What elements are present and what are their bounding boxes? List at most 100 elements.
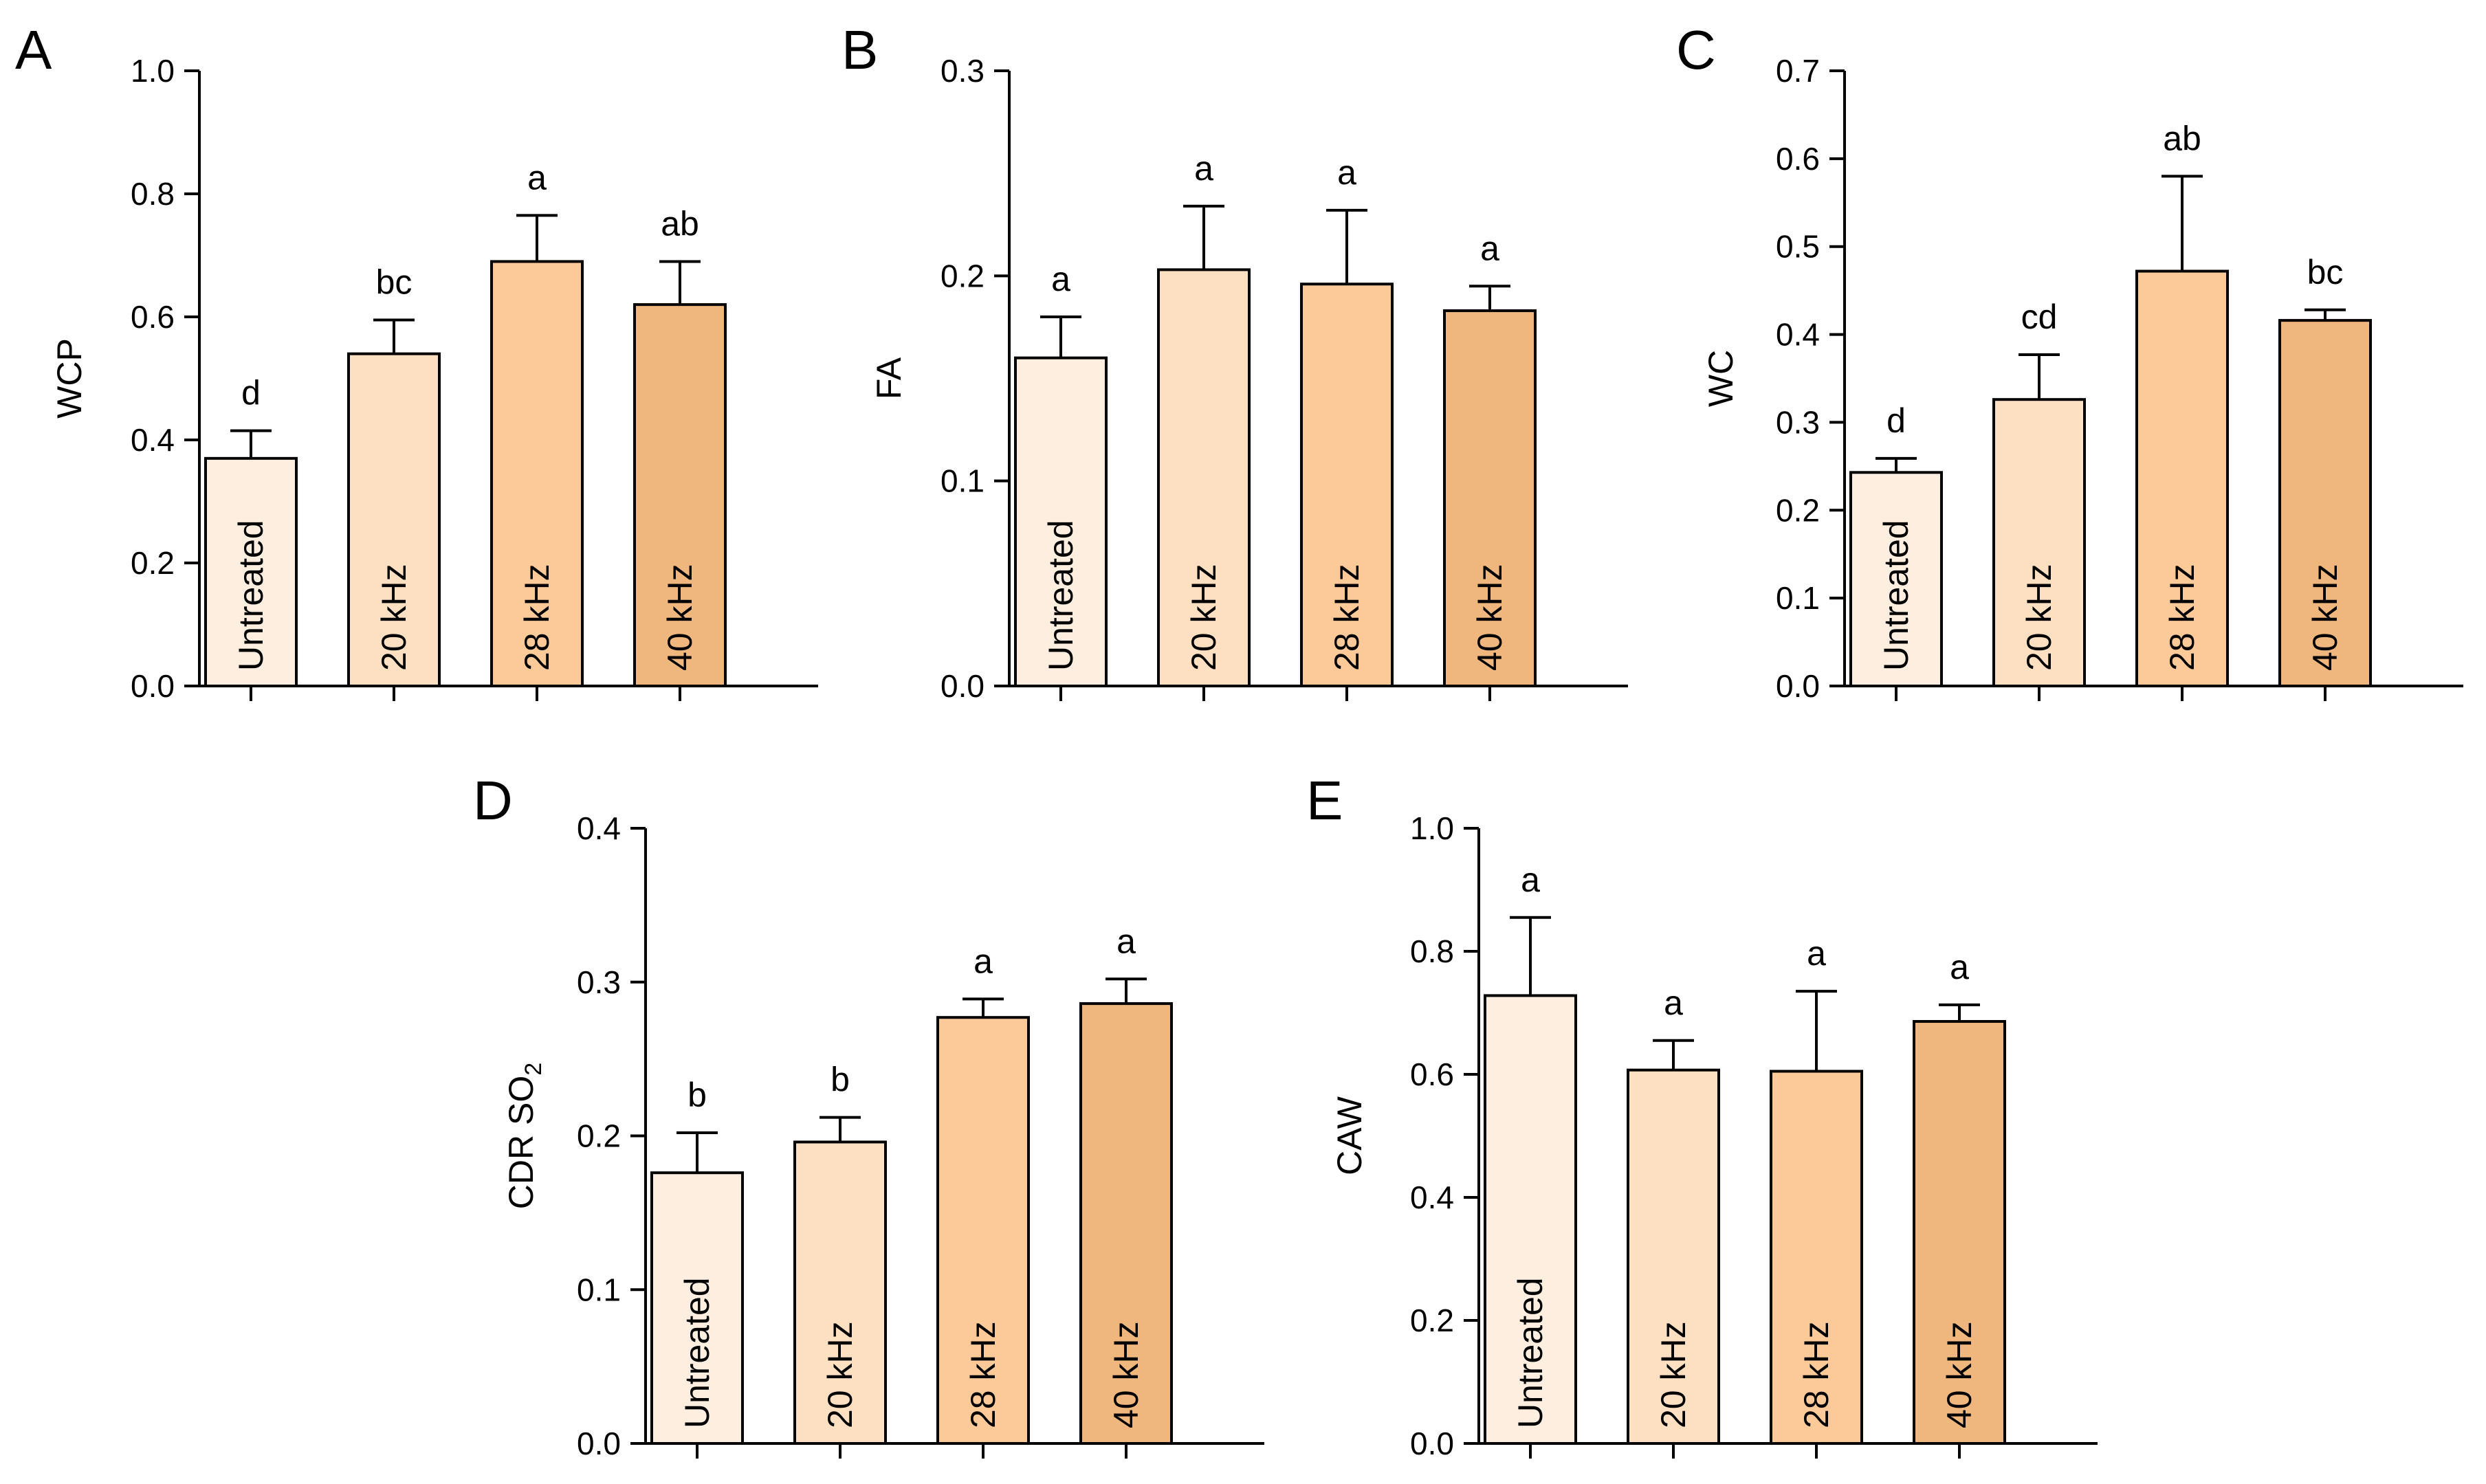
- significance-label: b: [688, 1076, 707, 1114]
- y-tick-label: 0.2: [577, 1118, 621, 1154]
- bar: [936, 1016, 1030, 1445]
- y-axis-title-text: CAW: [1330, 1096, 1369, 1175]
- bar: [1992, 398, 2086, 688]
- y-tick-label: 0.8: [131, 176, 175, 212]
- significance-label: bc: [376, 263, 412, 301]
- y-tick-label: 0.6: [131, 299, 175, 335]
- significance-label: a: [1664, 984, 1683, 1022]
- bar: [1913, 1020, 2006, 1445]
- bar-label: 20 kHz: [2020, 564, 2058, 671]
- panel-a: Ad Untreated bc 20 kHz a 28 kHz ab 40 kHz 0.0 0.2…: [15, 19, 818, 704]
- y-axis-title: CAW: [1330, 1096, 1369, 1175]
- significance-label: a: [527, 158, 547, 197]
- bar: [1300, 283, 1394, 687]
- significance-label: ab: [661, 204, 699, 243]
- y-tick-label: 0.7: [1776, 53, 1820, 89]
- significance-label: a: [974, 942, 993, 980]
- bar-label: 28 kHz: [1328, 564, 1366, 671]
- bar-label: 40 kHz: [661, 564, 699, 671]
- bar: [2278, 319, 2372, 688]
- bar: [650, 1171, 744, 1445]
- bar: [490, 260, 584, 687]
- bar: [1443, 309, 1537, 687]
- y-tick-label: 0.6: [1776, 141, 1820, 177]
- significance-label: a: [1950, 948, 1969, 986]
- significance-label: d: [241, 374, 261, 412]
- bar: [633, 303, 727, 688]
- bar-label: Untreated: [1042, 520, 1080, 671]
- significance-label: a: [1194, 149, 1213, 188]
- bar: [1484, 994, 1577, 1445]
- bar-label: 20 kHz: [375, 564, 413, 671]
- significance-label: a: [1807, 934, 1826, 973]
- y-axis-title-text: WCP: [50, 338, 89, 419]
- y-tick-label: 0.1: [940, 463, 984, 499]
- significance-label: a: [1051, 260, 1070, 298]
- y-tick-label: 0.8: [1410, 933, 1454, 969]
- y-tick-label: 0.5: [1776, 229, 1820, 265]
- significance-label: a: [1521, 861, 1540, 899]
- y-tick-label: 0.3: [577, 964, 621, 1000]
- bar: [793, 1140, 887, 1445]
- y-axis-title-text: CDR SO: [502, 1076, 540, 1209]
- y-tick-label: 0.4: [131, 422, 175, 458]
- panel-letter: E: [1306, 770, 1343, 831]
- bar-label: 40 kHz: [2306, 564, 2344, 671]
- significance-label: d: [1886, 401, 1906, 440]
- bar: [204, 456, 298, 687]
- panel-letter: A: [15, 19, 52, 80]
- panel-letter: B: [842, 19, 878, 80]
- y-tick-label: 0.4: [1410, 1180, 1454, 1215]
- y-axis-title: FA: [870, 357, 908, 399]
- panel-letter: D: [473, 770, 513, 831]
- significance-label: a: [1480, 229, 1499, 267]
- bar-label: Untreated: [232, 520, 270, 671]
- y-tick-label: 0.2: [940, 258, 984, 294]
- y-tick-label: 0.0: [131, 668, 175, 704]
- bar-label: Untreated: [678, 1277, 716, 1428]
- significance-label: bc: [2307, 253, 2344, 291]
- y-tick-label: 0.2: [131, 545, 175, 581]
- y-tick-label: 1.0: [1410, 810, 1454, 846]
- significance-label: cd: [2021, 298, 2058, 336]
- y-tick-label: 0.0: [1410, 1426, 1454, 1461]
- bar: [1627, 1068, 1720, 1445]
- bar-label: 20 kHz: [1654, 1321, 1693, 1428]
- panel-b: Ba Untreated a 20 kHz a 28 kHz a 40 kHz 0.0 0.1 0.…: [842, 19, 1628, 704]
- bar: [1157, 268, 1251, 687]
- y-tick-label: 0.3: [940, 53, 984, 89]
- bar-label: 28 kHz: [964, 1321, 1002, 1428]
- y-tick-label: 1.0: [131, 53, 175, 89]
- bar: [1849, 471, 1943, 687]
- y-axis-title-subscript: 2: [520, 1063, 547, 1076]
- y-tick-label: 0.0: [940, 668, 984, 704]
- panel-letter: C: [1676, 19, 1716, 80]
- significance-label: a: [1337, 153, 1356, 192]
- y-tick-label: 0.3: [1776, 404, 1820, 440]
- bar: [1079, 1002, 1173, 1445]
- y-axis-title-text: WC: [1702, 350, 1740, 407]
- panel-c: Cd Untreated cd 20 kHz ab 28 kHz bc 40 kHz 0.0 0.…: [1676, 19, 2463, 704]
- y-tick-label: 0.6: [1410, 1056, 1454, 1092]
- bar-label: 28 kHz: [2163, 564, 2201, 671]
- bar-label: Untreated: [1511, 1277, 1550, 1428]
- bar-label: 40 kHz: [1107, 1321, 1145, 1428]
- bar-label: 20 kHz: [1185, 564, 1223, 671]
- y-tick-label: 0.1: [577, 1272, 621, 1307]
- y-axis-title: WCP: [50, 338, 89, 419]
- bar-label: Untreated: [1877, 520, 1915, 671]
- significance-label: a: [1116, 922, 1136, 960]
- bar: [1014, 356, 1108, 688]
- y-tick-label: 0.4: [577, 810, 621, 846]
- bar-label: 40 kHz: [1940, 1321, 1979, 1428]
- y-tick-label: 0.1: [1776, 580, 1820, 616]
- bar-label: 28 kHz: [1797, 1321, 1836, 1428]
- y-tick-label: 0.2: [1410, 1303, 1454, 1338]
- bar-label: 40 kHz: [1471, 564, 1509, 671]
- y-tick-label: 0.2: [1776, 492, 1820, 528]
- significance-label: b: [830, 1061, 850, 1099]
- y-axis-title-text: FA: [870, 357, 908, 399]
- panel-d: Db Untreated b 20 kHz a 28 kHz a 40 kHz 0.0 0.1 0.…: [473, 770, 1264, 1461]
- y-tick-label: 0.0: [577, 1426, 621, 1461]
